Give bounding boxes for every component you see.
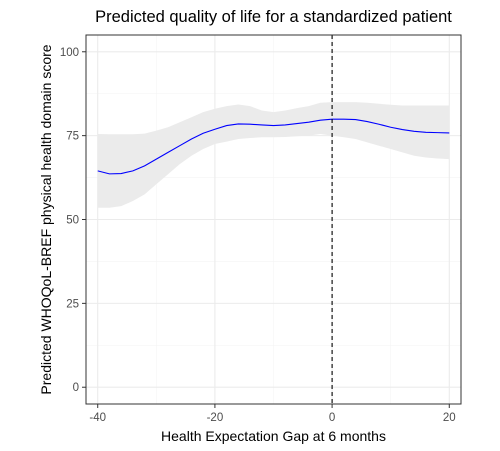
y-tick-label: 75 (66, 131, 79, 143)
y-tick-label: 100 (60, 47, 79, 59)
y-axis-title: Predicted WHOQoL-BREF physical health do… (38, 44, 54, 394)
x-axis-title: Health Expectation Gap at 6 months (161, 428, 386, 444)
x-tick-label: 0 (329, 412, 335, 424)
plot-layer: -40 -20 0 20 0 25 50 75 100 (60, 34, 462, 424)
y-tick-label: 0 (73, 382, 79, 394)
y-tick-label: 25 (66, 298, 79, 310)
x-tick-label: -40 (89, 412, 106, 424)
x-tick-label: -20 (207, 412, 224, 424)
confidence-band (97, 102, 450, 208)
prediction-line (97, 118, 450, 175)
y-tick-label: 50 (66, 215, 79, 227)
chart-title: Predicted quality of life for a standard… (95, 8, 452, 26)
x-tick-label: 20 (443, 412, 456, 424)
